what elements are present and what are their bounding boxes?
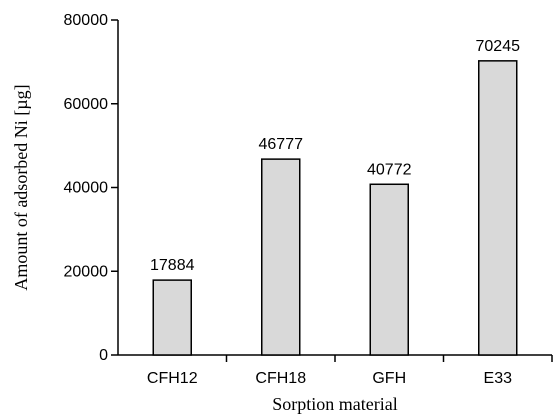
bar-cfh12	[152, 279, 192, 356]
data-label-gfh: 40772	[367, 161, 412, 178]
x-tick-label: GFH	[372, 370, 406, 387]
bar-e33	[478, 60, 518, 356]
x-tick-label: CFH18	[255, 370, 306, 387]
data-label-e33: 70245	[476, 38, 521, 55]
x-axis-title: Sorption material	[272, 394, 397, 414]
bars	[152, 60, 518, 356]
x-tick-label: CFH12	[147, 370, 198, 387]
x-ticks: CFH12 CFH18 GFH E33	[147, 355, 553, 387]
bar-cfh18	[261, 158, 301, 356]
data-label-cfh12: 17884	[150, 257, 195, 274]
data-label-cfh18: 46777	[259, 136, 304, 153]
bar-gfh	[369, 183, 409, 356]
data-labels: 17884 46777 40772 70245	[150, 38, 520, 274]
y-tick-label: 0	[99, 347, 108, 364]
x-tick-label: E33	[484, 370, 513, 387]
y-tick-label: 20000	[64, 263, 109, 280]
y-tick-label: 60000	[64, 96, 109, 113]
y-ticks: 0 20000 40000 60000 80000	[64, 12, 118, 364]
y-tick-label: 40000	[64, 180, 109, 197]
y-axis-title: Amount of adsorbed Ni [µg]	[11, 84, 31, 290]
y-tick-label: 80000	[64, 12, 109, 29]
